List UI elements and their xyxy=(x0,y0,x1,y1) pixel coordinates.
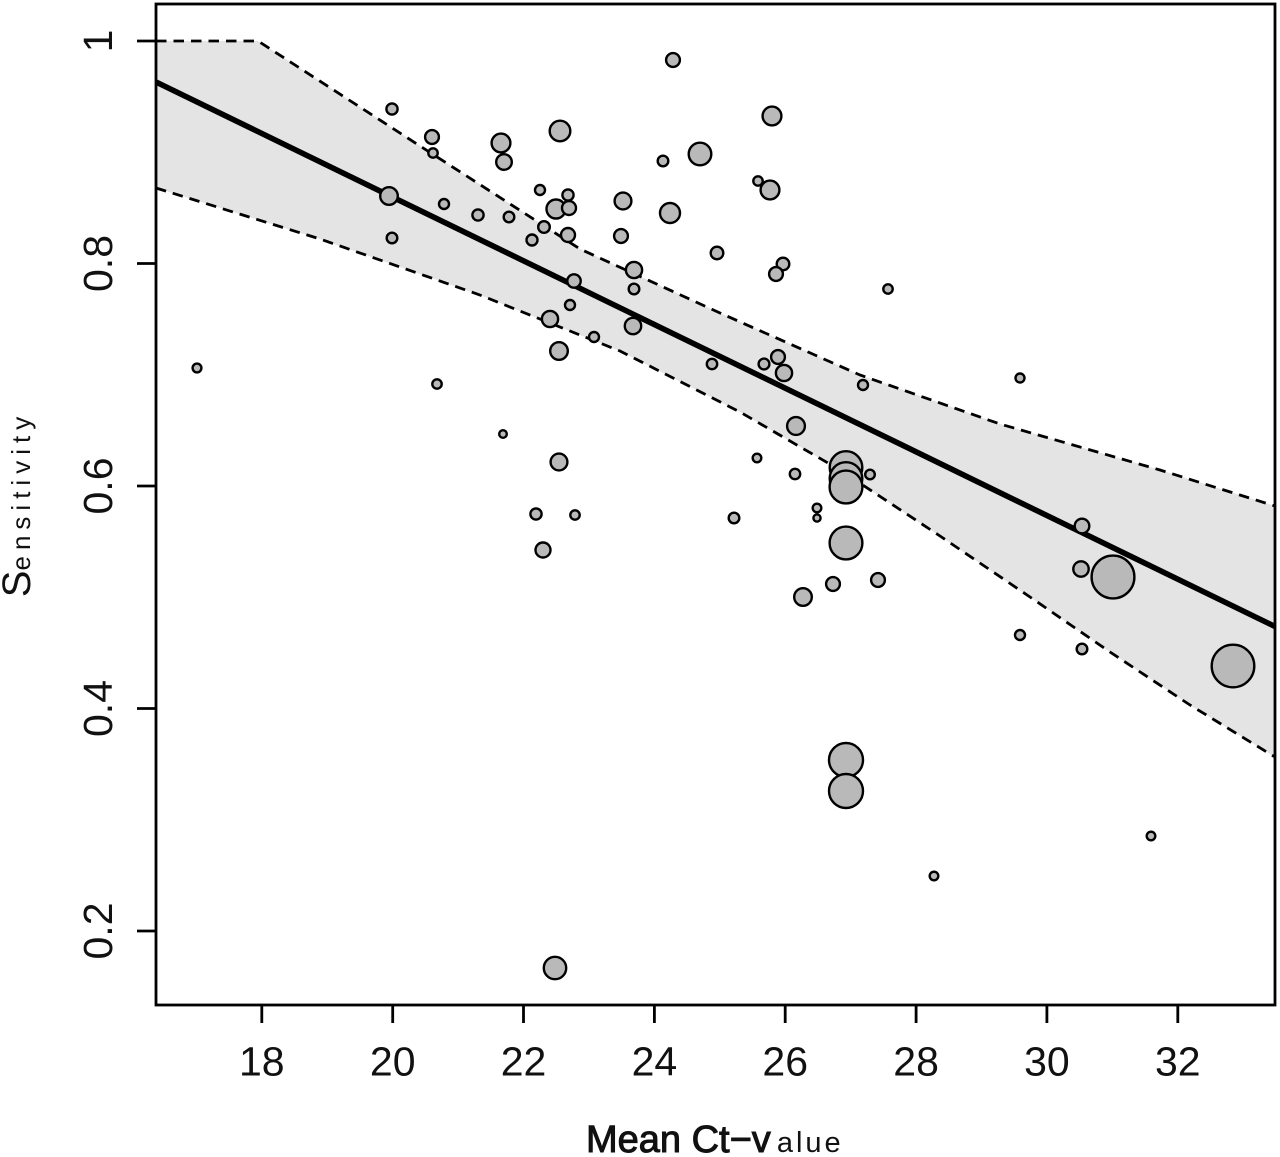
svg-text:0.6: 0.6 xyxy=(75,458,121,515)
svg-text:24: 24 xyxy=(632,1039,678,1085)
svg-text:28: 28 xyxy=(893,1039,939,1085)
svg-text:32: 32 xyxy=(1155,1039,1201,1085)
svg-text:30: 30 xyxy=(1024,1039,1070,1085)
svg-text:22: 22 xyxy=(501,1039,547,1085)
svg-text:20: 20 xyxy=(370,1039,416,1085)
svg-text:1: 1 xyxy=(75,30,121,53)
svg-text:26: 26 xyxy=(762,1039,808,1085)
svg-text:0.8: 0.8 xyxy=(75,235,121,292)
svg-text:18: 18 xyxy=(239,1039,285,1085)
svg-text:0.4: 0.4 xyxy=(75,680,121,737)
svg-text:0.2: 0.2 xyxy=(75,903,121,960)
svg-text:Sensitivity: Sensitivity xyxy=(0,411,39,597)
